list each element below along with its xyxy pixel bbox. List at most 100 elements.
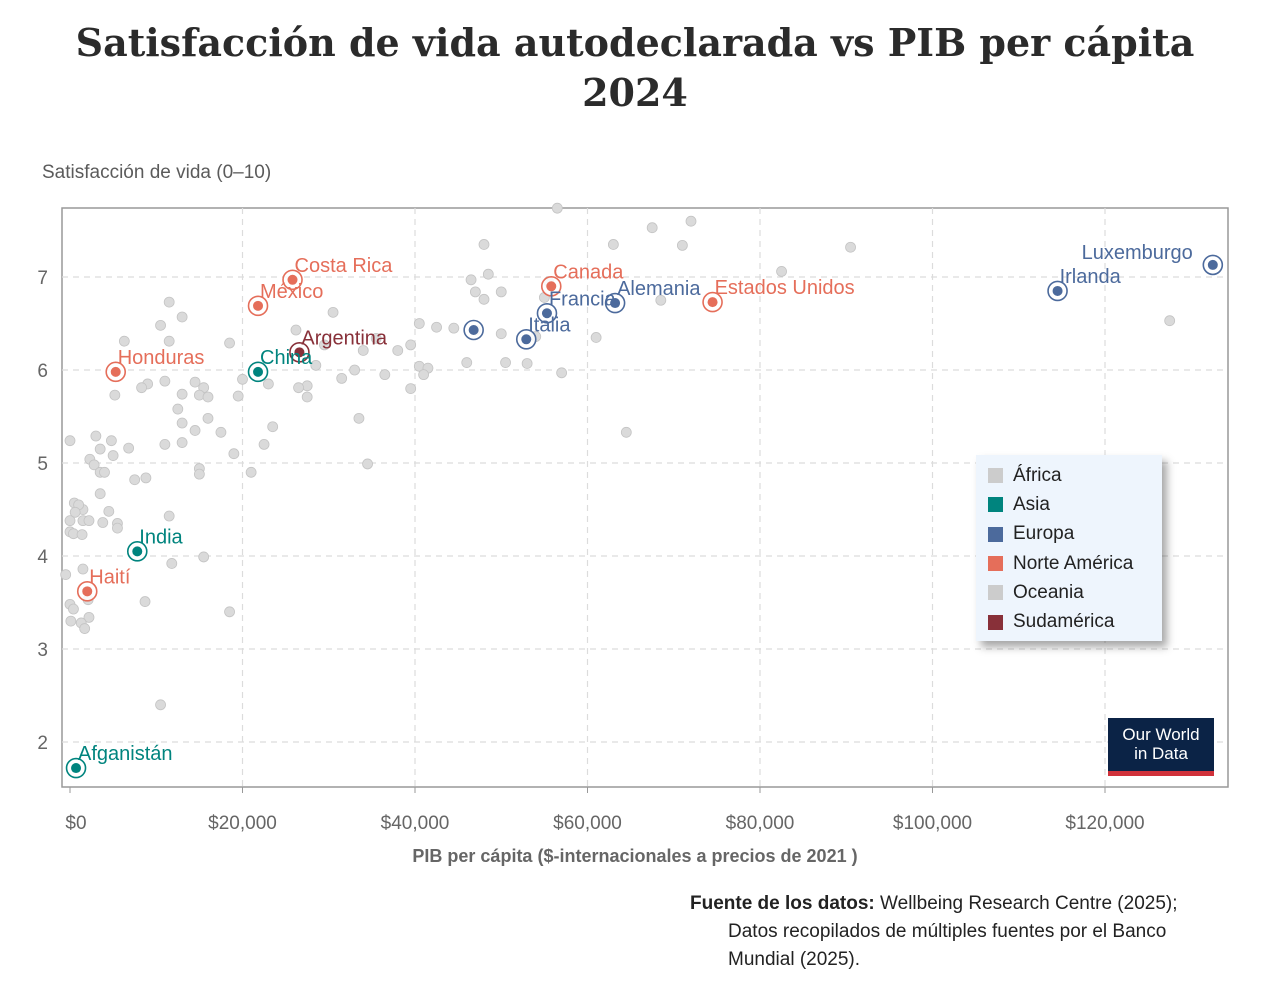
point-label: Alemania: [617, 278, 701, 300]
data-point: [107, 450, 119, 461]
data-point: [431, 321, 442, 333]
background-points: [60, 202, 1176, 711]
x-tick-label: $100,000: [893, 813, 972, 834]
data-point: [112, 522, 123, 534]
data-point: [163, 296, 175, 308]
data-point: [163, 510, 175, 522]
point-label: Argentina: [301, 327, 387, 349]
data-point: [327, 306, 339, 318]
data-point: [176, 437, 188, 448]
highlight-point: [294, 347, 305, 358]
source-line-2: Datos recopilados de múltiples fuentes p…: [728, 921, 1167, 942]
highlight-point: [71, 763, 82, 774]
data-point: [88, 459, 100, 471]
x-tick-label: $20,000: [208, 813, 277, 834]
data-point: [83, 515, 95, 527]
point-label: India: [139, 526, 183, 548]
legend-item[interactable]: Asia: [976, 490, 1162, 519]
legend-item[interactable]: Sudamérica: [976, 607, 1162, 636]
data-point: [646, 222, 658, 234]
data-point: [193, 468, 205, 480]
legend-label: Europa: [1013, 523, 1075, 545]
data-point: [262, 378, 274, 390]
highlight-point: [287, 274, 298, 285]
data-point: [136, 382, 147, 394]
legend-item[interactable]: África: [976, 461, 1162, 490]
data-point: [776, 266, 787, 277]
data-point: [189, 425, 201, 436]
data-point: [379, 369, 391, 381]
data-point: [301, 391, 313, 403]
plot-frame: [61, 207, 1229, 788]
data-point: [97, 517, 109, 528]
legend-swatch: [988, 614, 1003, 630]
data-point: [79, 623, 91, 634]
chart-title: Satisfacción de vida autodeclarada vs PI…: [0, 18, 1270, 118]
point-label: Honduras: [118, 347, 205, 369]
data-point: [118, 335, 130, 347]
legend-item[interactable]: Europa: [976, 520, 1162, 549]
data-point: [370, 332, 382, 344]
y-tick-label: 5: [37, 454, 48, 475]
highlight-point: [610, 298, 621, 309]
data-point: [482, 268, 494, 280]
highlight-point: [253, 366, 264, 377]
highlight-point: [82, 586, 93, 597]
data-point: [77, 563, 89, 575]
point-label: Italia: [528, 314, 571, 336]
point-label: Luxemburgo: [1082, 242, 1193, 264]
x-tick-label: $80,000: [726, 813, 795, 834]
legend-swatch: [988, 526, 1003, 542]
data-point: [228, 448, 240, 460]
data-point: [290, 324, 302, 336]
point-label: Haití: [89, 566, 131, 588]
data-point: [64, 515, 76, 527]
data-point: [109, 389, 121, 401]
grid-layer: [61, 207, 1229, 788]
highlight-point: [541, 308, 552, 319]
owid-logo[interactable]: Our World in Data: [1108, 718, 1214, 776]
x-tick-label: $40,000: [381, 813, 450, 834]
legend-label: Norte América: [1013, 552, 1134, 574]
x-tick-label: $60,000: [553, 813, 622, 834]
data-point: [155, 699, 166, 711]
data-point: [202, 391, 214, 403]
data-point: [495, 286, 507, 298]
y-tick-label: 3: [37, 640, 48, 661]
data-point: [65, 615, 77, 627]
data-point: [478, 239, 490, 250]
legend-swatch: [988, 468, 1003, 484]
data-point: [68, 603, 79, 615]
legend-swatch: [988, 556, 1003, 572]
data-point: [139, 596, 151, 607]
data-point: [521, 358, 533, 369]
data-point: [362, 458, 373, 470]
data-point: [465, 274, 477, 286]
highlighted-points: [65, 254, 1224, 779]
highlight-point: [253, 300, 264, 311]
data-point: [155, 319, 166, 331]
legend-item[interactable]: Norte América: [976, 549, 1162, 578]
y-tick-label: 6: [37, 361, 48, 382]
data-point: [232, 390, 244, 402]
data-point: [166, 558, 178, 569]
data-point: [198, 551, 210, 563]
data-point: [163, 335, 175, 347]
data-point: [94, 488, 106, 500]
axis-ticks: 2 3 4 5 6 7 $0 $20,000 $40,000 $60,000 $80,000 $100…: [37, 268, 1144, 834]
data-point: [159, 438, 171, 450]
data-point: [845, 241, 856, 253]
legend-item[interactable]: Oceania: [976, 578, 1162, 607]
data-point: [413, 318, 425, 329]
data-point: [1164, 315, 1176, 327]
data-point: [224, 337, 235, 349]
data-point: [258, 438, 270, 450]
data-point: [676, 239, 688, 251]
data-point: [448, 322, 460, 334]
point-label: Canada: [553, 261, 624, 283]
legend-swatch: [988, 497, 1003, 513]
data-point: [495, 328, 507, 340]
data-point: [349, 364, 361, 376]
data-point: [551, 202, 563, 214]
